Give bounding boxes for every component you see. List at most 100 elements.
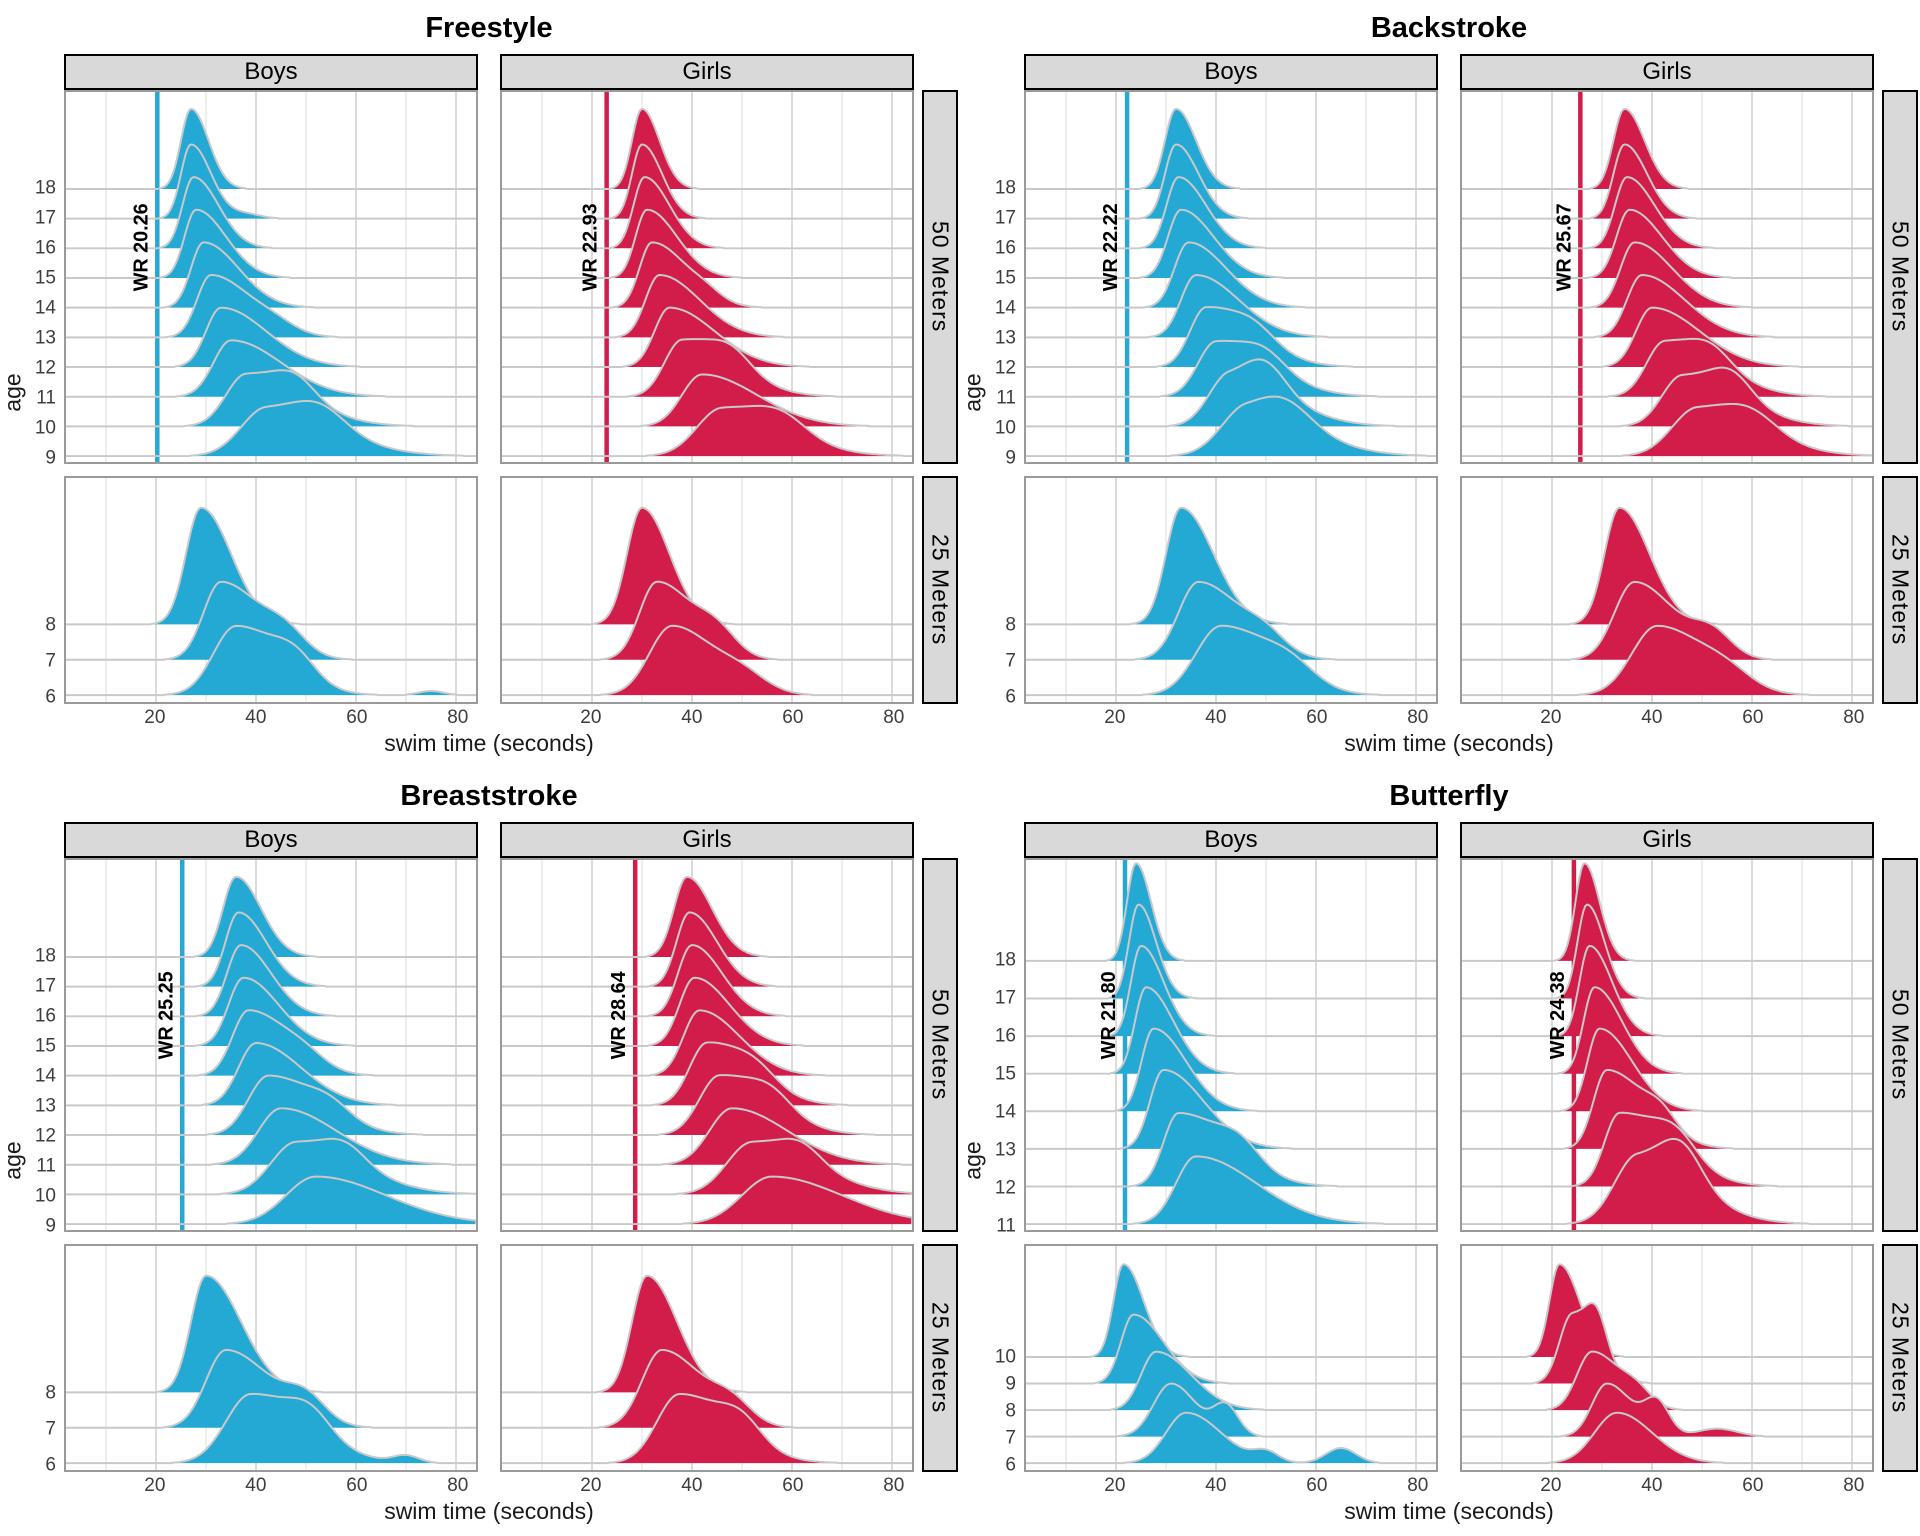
ridge-age-12: [502, 306, 912, 369]
ridge-age-7: [66, 580, 476, 661]
x-tick-label: 40: [681, 1475, 703, 1496]
age-tick-label: 17: [994, 207, 1016, 229]
stroke-title: Butterfly: [1389, 779, 1509, 812]
ridge-age-17: [1462, 903, 1872, 1000]
age-tick-label: 16: [994, 1025, 1016, 1047]
ridge-age-15: [1462, 208, 1872, 279]
panel-canvas-breaststroke-girls-25-meters: [502, 1246, 912, 1470]
age-tick-label: 10: [34, 1185, 56, 1207]
ridge-age-14: [1026, 241, 1436, 309]
ridge-age-7: [1026, 580, 1436, 661]
ridge-age-15: [1462, 986, 1872, 1075]
x-tick-label: 80: [447, 707, 469, 728]
age-tick-label: 18: [994, 177, 1016, 199]
ridge-age-8: [66, 1274, 476, 1394]
panel-canvas-freestyle-girls-25-meters: [502, 478, 912, 702]
x-tick-label: 60: [1306, 707, 1328, 728]
panel-canvas-butterfly-boys-50-meters: WR 21.80: [1026, 860, 1436, 1230]
panel-freestyle-girls-50-meters: WR 22.93: [500, 90, 914, 464]
panel-butterfly-boys-50-meters: WR 21.80: [1024, 858, 1438, 1232]
x-tick-label: 80: [883, 707, 905, 728]
x-tick-row: 20 40 60 80: [1460, 1472, 1874, 1498]
ridge-age-18: [1026, 108, 1436, 190]
ridge-age-6: [1026, 1411, 1436, 1465]
panel-canvas-butterfly-boys-25-meters: [1026, 1246, 1436, 1470]
x-tick-label: 20: [144, 707, 166, 728]
ridge-age-18: [66, 107, 476, 190]
panel-breaststroke-girls-25-meters: [500, 1244, 914, 1472]
ridge-age-17: [1026, 143, 1436, 220]
ridge-age-11: [1026, 339, 1436, 398]
facet-strip-25-meters: 25 Meters: [922, 1244, 958, 1472]
ridge-age-6: [1462, 1411, 1872, 1465]
age-tick-label: 15: [994, 267, 1016, 289]
ridge-age-7: [1026, 1382, 1436, 1438]
facet-strip-girls: Girls: [1460, 54, 1874, 90]
panel-freestyle-boys-50-meters: WR 20.26: [64, 90, 478, 464]
ridge-age-18: [502, 875, 912, 958]
quadrant-backstroke: Backstroke Boys Girls 50 Meters 25 Meters WR …: [960, 0, 1920, 768]
x-tick-label: 20: [580, 1475, 602, 1496]
ridge-age-10: [502, 1137, 912, 1196]
age-tick-label: 7: [45, 1418, 56, 1440]
x-tick-row: 20 40 60 80: [500, 704, 914, 730]
x-tick-label: 60: [782, 1475, 804, 1496]
panel-breaststroke-boys-50-meters: WR 25.25: [64, 858, 478, 1232]
age-tick-label: 7: [45, 650, 56, 672]
age-tick-label: 6: [1005, 1454, 1016, 1476]
quadrant-butterfly: Butterfly Boys Girls 50 Meters 25 Meters WR 2…: [960, 768, 1920, 1536]
panel-freestyle-girls-25-meters: [500, 476, 914, 704]
x-tick-row: 20 40 60 80: [1024, 704, 1438, 730]
ridge-age-8: [502, 1274, 912, 1394]
age-tick-label: 7: [1005, 1427, 1016, 1449]
ridge-age-9: [66, 1175, 476, 1226]
age-tick-label: 15: [34, 1035, 56, 1057]
x-axis-label: swim time (seconds): [384, 730, 594, 756]
age-tick-label: 14: [34, 1065, 56, 1087]
panel-freestyle-boys-25-meters: [64, 476, 478, 704]
ridge-age-14: [66, 241, 476, 309]
x-tick-label: 20: [580, 707, 602, 728]
panel-backstroke-boys-50-meters: WR 22.22: [1024, 90, 1438, 464]
age-tick-label: 17: [994, 987, 1016, 1009]
panel-canvas-backstroke-girls-50-meters: WR 25.67: [1462, 92, 1872, 462]
facet-strip-50-meters: 50 Meters: [922, 90, 958, 464]
ridge-age-7: [502, 580, 912, 661]
wr-label-backstroke-girls-50-meters: WR 25.67: [1553, 203, 1575, 291]
ridge-age-10: [1026, 358, 1436, 428]
ridge-age-9: [66, 399, 476, 458]
stroke-title: Backstroke: [1370, 11, 1528, 44]
facet-strip-girls: Girls: [500, 822, 914, 858]
ridge-age-15: [66, 976, 476, 1047]
ridge-age-13: [502, 1041, 912, 1107]
x-tick-label: 80: [1843, 707, 1865, 728]
ridge-age-11: [1462, 337, 1872, 398]
x-tick-label: 80: [1407, 707, 1429, 728]
ridge-age-14: [1462, 241, 1872, 309]
ridge-age-6: [502, 624, 912, 697]
ridge-age-12: [66, 1074, 476, 1137]
age-tick-label: 16: [34, 237, 56, 259]
age-tick-label: 16: [994, 237, 1016, 259]
ridge-age-17: [502, 143, 912, 220]
wr-label-breaststroke-boys-50-meters: WR 25.25: [155, 971, 177, 1059]
panel-backstroke-boys-25-meters: [1024, 476, 1438, 704]
ridge-age-10: [1462, 366, 1872, 428]
ridge-age-11: [66, 339, 476, 398]
facet-strip-girls: Girls: [1460, 822, 1874, 858]
age-tick-label: 13: [34, 327, 56, 349]
ridge-age-8: [1462, 1350, 1872, 1412]
panel-canvas-freestyle-boys-25-meters: [66, 478, 476, 702]
age-tick-label: 12: [994, 1177, 1016, 1199]
ridge-age-16: [1462, 944, 1872, 1038]
ridge-age-14: [502, 241, 912, 309]
age-tick-label: 11: [36, 1155, 56, 1177]
age-tick-label: 17: [34, 207, 56, 229]
x-tick-label: 20: [1540, 1475, 1562, 1496]
x-tick-label: 80: [447, 1475, 469, 1496]
facet-strip-25-meters: 25 Meters: [922, 476, 958, 704]
x-tick-row: 20 40 60 80: [1024, 1472, 1438, 1498]
panel-canvas-backstroke-boys-50-meters: WR 22.22: [1026, 92, 1436, 462]
age-tick-label: 11: [996, 1215, 1016, 1237]
ridge-age-13: [1026, 274, 1436, 339]
